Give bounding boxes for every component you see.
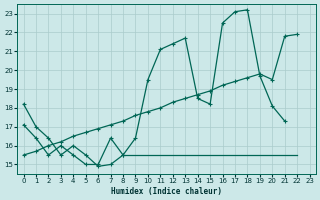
X-axis label: Humidex (Indice chaleur): Humidex (Indice chaleur) (111, 187, 222, 196)
